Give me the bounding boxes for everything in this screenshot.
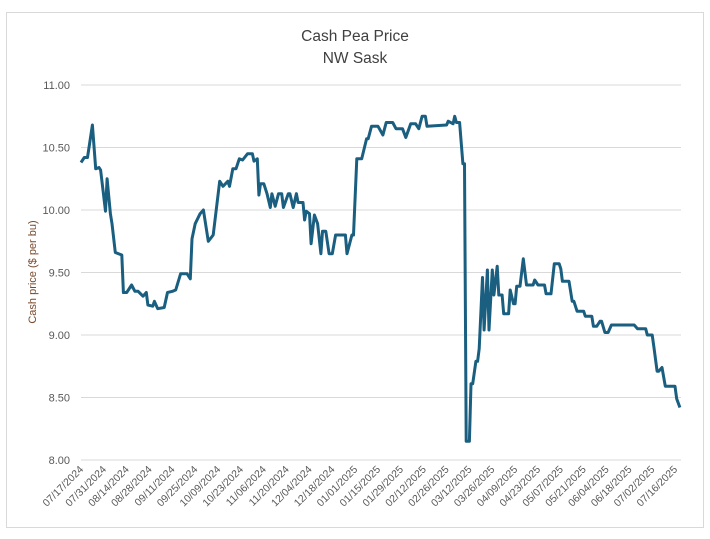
chart-border	[6, 12, 704, 528]
chart-subtitle: NW Sask	[323, 50, 388, 67]
y-tick-label: 9.50	[49, 268, 70, 280]
y-tick-label: 11.00	[43, 80, 70, 92]
y-tick-label: 10.50	[42, 143, 70, 155]
y-axis-title: Cash price ($ per bu)	[27, 220, 39, 323]
y-tick-label: 9.00	[49, 330, 70, 342]
y-tick-label: 10.00	[42, 205, 70, 217]
chart-title: Cash Pea Price	[301, 28, 409, 45]
y-tick-label: 8.00	[49, 455, 70, 467]
y-tick-label: 8.50	[49, 393, 70, 405]
